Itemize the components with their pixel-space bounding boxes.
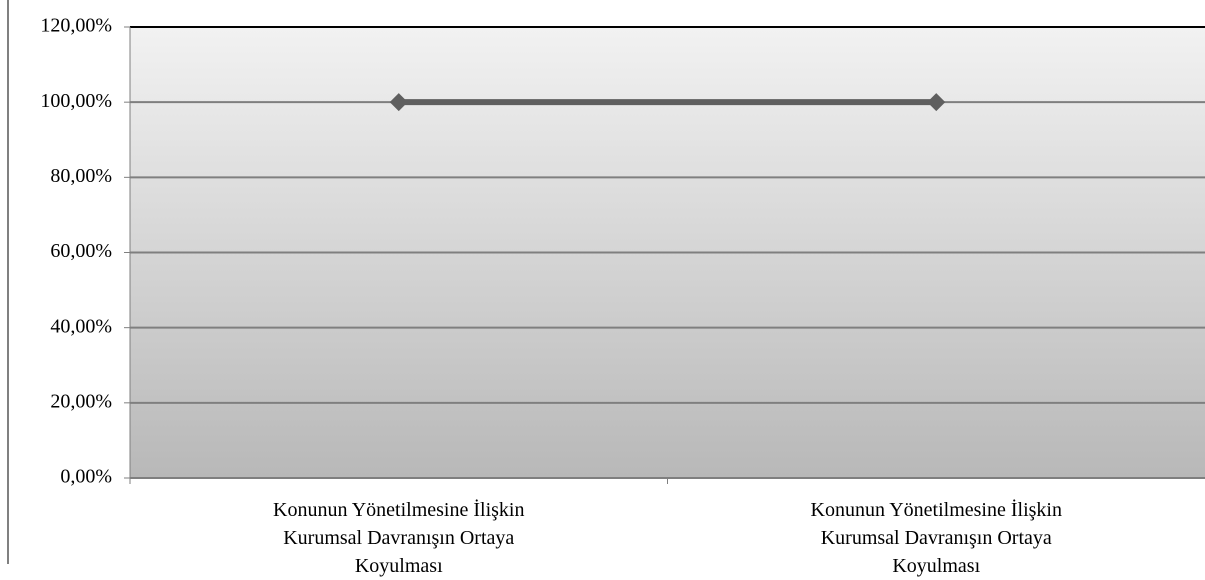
y-tick-label: 60,00%: [50, 240, 112, 262]
y-tick-label: 80,00%: [50, 165, 112, 187]
y-tick-label: 100,00%: [40, 90, 112, 112]
page: 0,00% 20,00% 40,00% 60,00% 80,00% 100,00% 120,…: [7, 0, 1205, 577]
x-tick-label: Konunun Yönetilmesine İlişkin Kurumsal D…: [810, 499, 1062, 577]
marker: [389, 93, 408, 112]
y-tick-label: 0,00%: [60, 466, 112, 488]
x-tick-label: Konunun Yönetilmesine İlişkin Kurumsal D…: [273, 499, 525, 577]
y-tick-label: 120,00%: [40, 15, 112, 37]
y-tick-label: 20,00%: [50, 390, 112, 412]
chart: 0,00% 20,00% 40,00% 60,00% 80,00% 100,00% 120,…: [7, 0, 1205, 564]
y-tick-label: 40,00%: [50, 315, 112, 337]
marker: [927, 93, 946, 112]
